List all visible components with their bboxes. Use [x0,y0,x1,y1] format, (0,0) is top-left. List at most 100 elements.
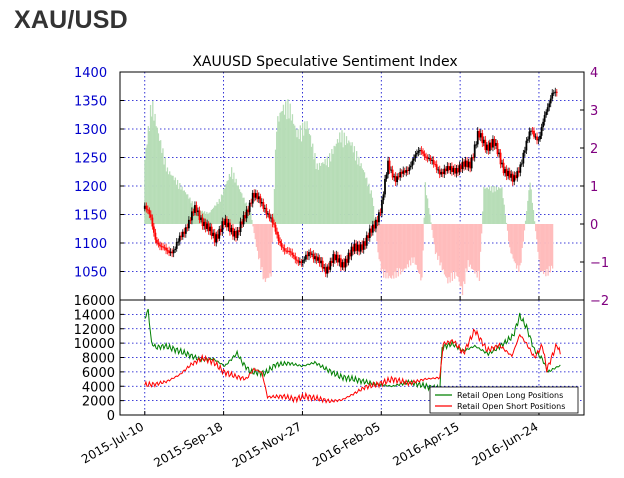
sentiment-bar [434,224,437,255]
chart-title: XAUUSD Speculative Sentiment Index [192,54,457,70]
sentiment-bar [145,147,147,224]
candle-body [157,242,160,245]
sentiment-bar [472,224,474,270]
sentiment-bar [227,180,229,224]
sentiment-bar [232,179,234,224]
candle-body [381,200,383,214]
sentiment-bar [478,224,481,281]
positions-tick-label: 6000 [82,366,115,381]
sentiment-bar [229,176,232,224]
sentiment-bar [343,132,345,224]
sentiment-bar [267,224,269,278]
sentiment-bar [304,121,306,224]
candle-body [450,166,453,172]
sentiment-bar [506,224,509,231]
sentiment-bar [351,142,353,224]
sentiment-bar [253,224,255,234]
candle-body [251,192,254,204]
sentiment-bar [331,149,333,224]
sentiment-bar [361,168,363,224]
candle-body [365,235,368,246]
positions-tick-label: 14000 [74,308,115,323]
candle-body [422,151,424,154]
legend: Retail Open Long Positions Retail Open Sh… [429,386,579,414]
sentiment-bar [194,208,197,224]
sentiment-bar [353,146,356,224]
candle-body [213,232,216,243]
candle-body [536,136,538,141]
candle-body [314,256,316,260]
sentiment-bar [492,192,494,224]
sentiment-bar [180,189,182,224]
candle-body [482,139,485,144]
left-axis-ticks: 1050 1100 1150 1200 1250 1300 1350 1400 [74,66,124,281]
candle-body [520,163,523,165]
sentiment-bar [238,189,241,224]
candle-body [203,221,205,227]
sentiment-bar [281,110,283,224]
sentiment-bar [321,163,323,224]
candle-body [548,103,551,108]
sentiment-bar [167,174,170,224]
candle-body [317,257,320,261]
sentiment-bar [447,224,449,284]
candle-body [338,258,341,263]
sentiment-bar [365,178,367,224]
candle-body [212,232,215,236]
candle-body [239,221,242,233]
sentiment-bar [209,212,211,224]
candle-body [303,259,306,261]
sentiment-bar [515,224,518,269]
candle-body [368,228,371,238]
sentiment-bar [376,224,378,242]
sentiment-bar [542,224,545,275]
sentiment-bar [484,188,486,224]
candle-body [166,250,169,252]
candle-body [149,214,152,218]
sentiment-bar [549,224,552,273]
candle-body [476,131,479,145]
candle-body [367,235,370,238]
sentiment-bar [273,189,276,224]
candle-body [406,170,409,172]
sentiment-bar [394,224,396,272]
sentiment-bar [487,189,490,224]
sentiment-bar [505,222,508,224]
candle-body [297,260,300,263]
candle-body [384,178,386,195]
sentiment-bar [392,224,394,276]
candle-body [168,250,171,254]
sentiment-bar [336,139,339,224]
price-candles [143,87,558,278]
sentiment-bar [183,190,185,224]
candle-body [242,215,245,225]
sentiment-bar [528,190,530,224]
candle-body [209,226,212,232]
sentiment-bar [464,224,466,284]
sentiment-bar [442,224,445,270]
sentiment-bar [451,224,454,281]
sentiment-bar [282,104,285,224]
sentiment-bar [325,165,327,224]
candle-body [343,262,345,268]
sentiment-bar [263,224,265,279]
candle-body [505,169,508,177]
candle-body [396,176,399,183]
sentiment-bar [499,188,501,224]
candle-body [537,139,540,141]
sentiment-bar [235,178,237,224]
candle-body [160,246,163,248]
candle-body [438,169,441,175]
sentiment-bar [233,172,235,224]
candle-body [373,224,376,229]
candle-body [198,210,201,221]
candle-body [285,250,288,252]
sentiment-bar [322,162,324,224]
sentiment-bar [363,172,366,224]
sentiment-bar [165,171,167,224]
sentiment-bar [203,211,206,224]
sentiment-bar [406,224,408,265]
candle-body [229,222,231,233]
sentiment-bar [466,224,468,272]
positions-tick-label: 16000 [74,294,115,309]
